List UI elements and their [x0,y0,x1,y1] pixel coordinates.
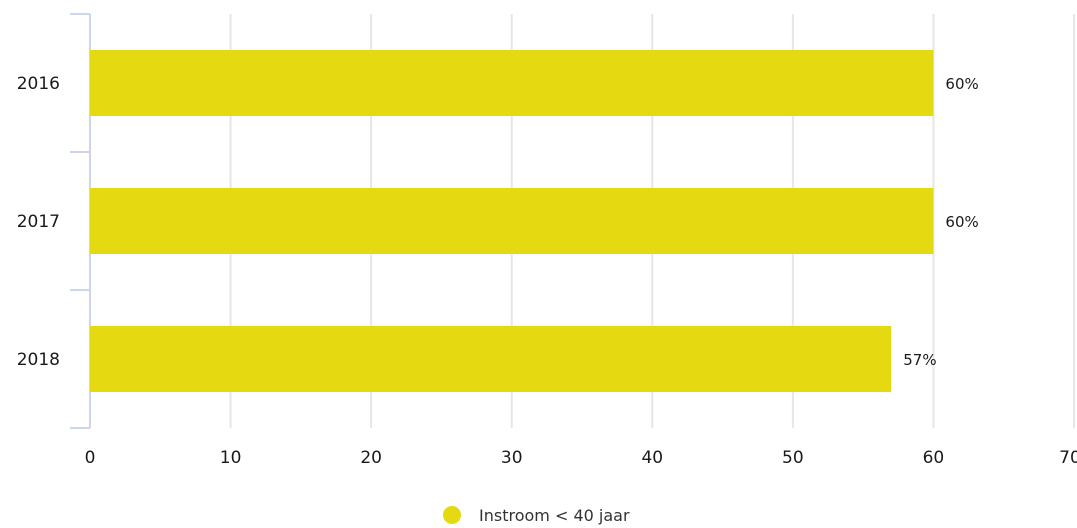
x-tick-label-30: 30 [501,448,523,468]
x-tick-label-0: 0 [85,448,96,468]
x-tick-label-10: 10 [220,448,242,468]
x-tick-label-20: 20 [360,448,382,468]
x-tick-label-70: 70 [1059,448,1077,468]
x-tick-label-50: 50 [782,448,804,468]
bar-series [90,50,934,392]
legend[interactable]: Instroom < 40 jaar [443,506,630,525]
category-label-2016: 2016 [17,74,60,94]
category-labels: 2016 2017 2018 [17,74,60,370]
x-axis-tick-labels: 0 10 20 30 40 50 60 70 [85,448,1077,468]
x-tick-label-60: 60 [923,448,945,468]
data-label-2017: 60% [945,213,978,231]
data-labels: 60% 60% 57% [903,75,979,369]
bar-2016[interactable] [90,50,934,116]
data-label-2018: 57% [903,351,936,369]
legend-marker-icon [443,506,461,524]
x-tick-label-40: 40 [641,448,663,468]
bar-2018[interactable] [90,326,892,392]
data-label-2016: 60% [945,75,978,93]
bar-2017[interactable] [90,188,934,254]
category-label-2017: 2017 [17,212,60,232]
category-axis [70,13,91,429]
category-label-2018: 2018 [17,350,60,370]
legend-label: Instroom < 40 jaar [479,506,630,525]
